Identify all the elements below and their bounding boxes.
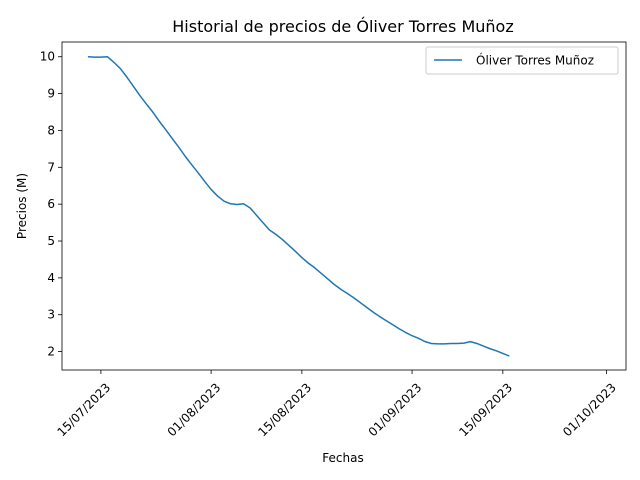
data-point	[418, 338, 419, 339]
data-point	[314, 267, 315, 268]
data-point	[217, 195, 218, 196]
data-point	[476, 343, 477, 344]
data-point	[366, 307, 367, 308]
data-point	[437, 343, 438, 344]
data-point	[424, 341, 425, 342]
data-point	[386, 320, 387, 321]
axes-frame	[61, 41, 627, 371]
data-point	[204, 181, 205, 182]
data-point	[509, 355, 510, 356]
y-tick-label: 5	[47, 234, 55, 248]
data-point	[288, 245, 289, 246]
data-point	[269, 229, 270, 230]
data-point	[405, 332, 406, 333]
data-point	[347, 293, 348, 294]
data-point	[353, 297, 354, 298]
data-point	[392, 324, 393, 325]
y-tick-label: 9	[47, 87, 55, 101]
data-point	[236, 204, 237, 205]
data-point	[262, 222, 263, 223]
data-point	[165, 129, 166, 130]
data-point	[139, 95, 140, 96]
data-point	[327, 278, 328, 279]
data-point	[411, 335, 412, 336]
y-tick-label: 10	[40, 50, 55, 64]
data-point	[191, 164, 192, 165]
data-point	[496, 350, 497, 351]
data-point	[379, 316, 380, 317]
data-point	[126, 76, 127, 77]
data-point	[107, 56, 108, 57]
y-tick-label: 3	[47, 308, 55, 322]
data-point	[457, 343, 458, 344]
y-tick-label: 4	[47, 271, 55, 285]
data-point	[502, 353, 503, 354]
data-point	[243, 203, 244, 204]
data-point	[275, 234, 276, 235]
data-point	[198, 172, 199, 173]
y-tick-label: 8	[47, 123, 55, 137]
data-point	[100, 57, 101, 58]
data-point	[373, 312, 374, 313]
data-point	[172, 138, 173, 139]
data-point	[152, 111, 153, 112]
data-point	[295, 251, 296, 252]
data-point	[470, 341, 471, 342]
x-tick-label: 15/08/2023	[255, 380, 314, 439]
data-point	[133, 86, 134, 87]
y-tick-label: 2	[47, 345, 55, 359]
data-point	[113, 62, 114, 63]
data-point	[211, 189, 212, 190]
data-point	[146, 103, 147, 104]
data-point	[87, 56, 88, 57]
data-point	[489, 348, 490, 349]
y-tick-label: 6	[47, 197, 55, 211]
series-line	[87, 55, 510, 357]
data-point	[463, 343, 464, 344]
data-point	[301, 257, 302, 258]
legend: Óliver Torres Muñoz	[425, 46, 619, 75]
data-point	[185, 156, 186, 157]
data-point	[399, 328, 400, 329]
x-tick-label: 01/10/2023	[560, 380, 619, 439]
data-point	[360, 302, 361, 303]
data-point	[431, 343, 432, 344]
data-point	[282, 239, 283, 240]
y-axis-label: Precios (M)	[15, 173, 29, 239]
legend-box	[425, 46, 619, 75]
data-point	[223, 201, 224, 202]
data-point	[249, 207, 250, 208]
x-tick-label: 01/08/2023	[165, 380, 224, 439]
chart-title: Historial de precios de Óliver Torres Mu…	[172, 17, 513, 36]
data-point	[178, 146, 179, 147]
data-point	[256, 215, 257, 216]
data-point	[444, 343, 445, 344]
data-point	[321, 273, 322, 274]
data-point	[308, 263, 309, 264]
x-tick-label: 01/09/2023	[366, 380, 425, 439]
plot-area: 2 3 4 5 6 7 8 9 10 15/07/2023 01/08/2023 15/08/2023…	[40, 41, 627, 439]
legend-label: Óliver Torres Muñoz	[476, 53, 594, 68]
data-point	[94, 57, 95, 58]
data-point	[483, 345, 484, 346]
x-tick-label: 15/07/2023	[54, 380, 113, 439]
data-point	[159, 121, 160, 122]
x-tick-label: 15/09/2023	[456, 380, 515, 439]
data-point	[334, 284, 335, 285]
data-point	[450, 343, 451, 344]
data-point	[120, 68, 121, 69]
x-axis-label: Fechas	[322, 451, 363, 465]
data-point	[340, 289, 341, 290]
data-point	[230, 203, 231, 204]
y-tick-label: 7	[47, 160, 55, 174]
